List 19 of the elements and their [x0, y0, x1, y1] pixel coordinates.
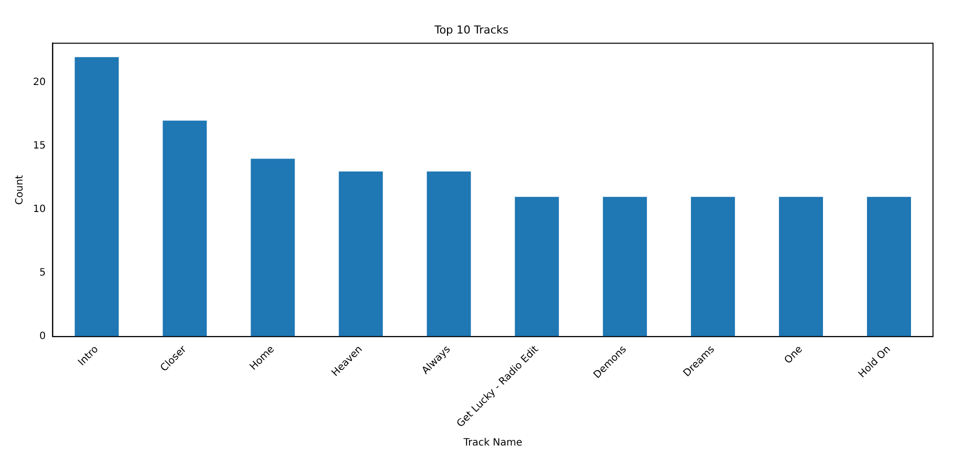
bar: [514, 196, 559, 337]
bar: [250, 158, 295, 337]
bar: [866, 196, 911, 337]
bar: [778, 196, 823, 337]
y-tick-label: 20: [32, 77, 46, 88]
bar: [602, 196, 647, 337]
x-tick-label: One: [782, 344, 805, 366]
bar: [426, 171, 471, 337]
bar: [690, 196, 735, 337]
y-tick-label: 15: [32, 140, 46, 152]
y-tick-label: 10: [32, 204, 46, 216]
chart-title: Top 10 Tracks: [433, 23, 509, 36]
y-tick-label: 5: [39, 268, 46, 279]
bar: [162, 120, 207, 337]
y-axis-title: Count: [14, 174, 26, 205]
bar: [338, 171, 383, 337]
y-tick-label: 0: [39, 331, 46, 342]
x-axis-title: Track Name: [462, 438, 522, 449]
bar: [74, 57, 119, 337]
